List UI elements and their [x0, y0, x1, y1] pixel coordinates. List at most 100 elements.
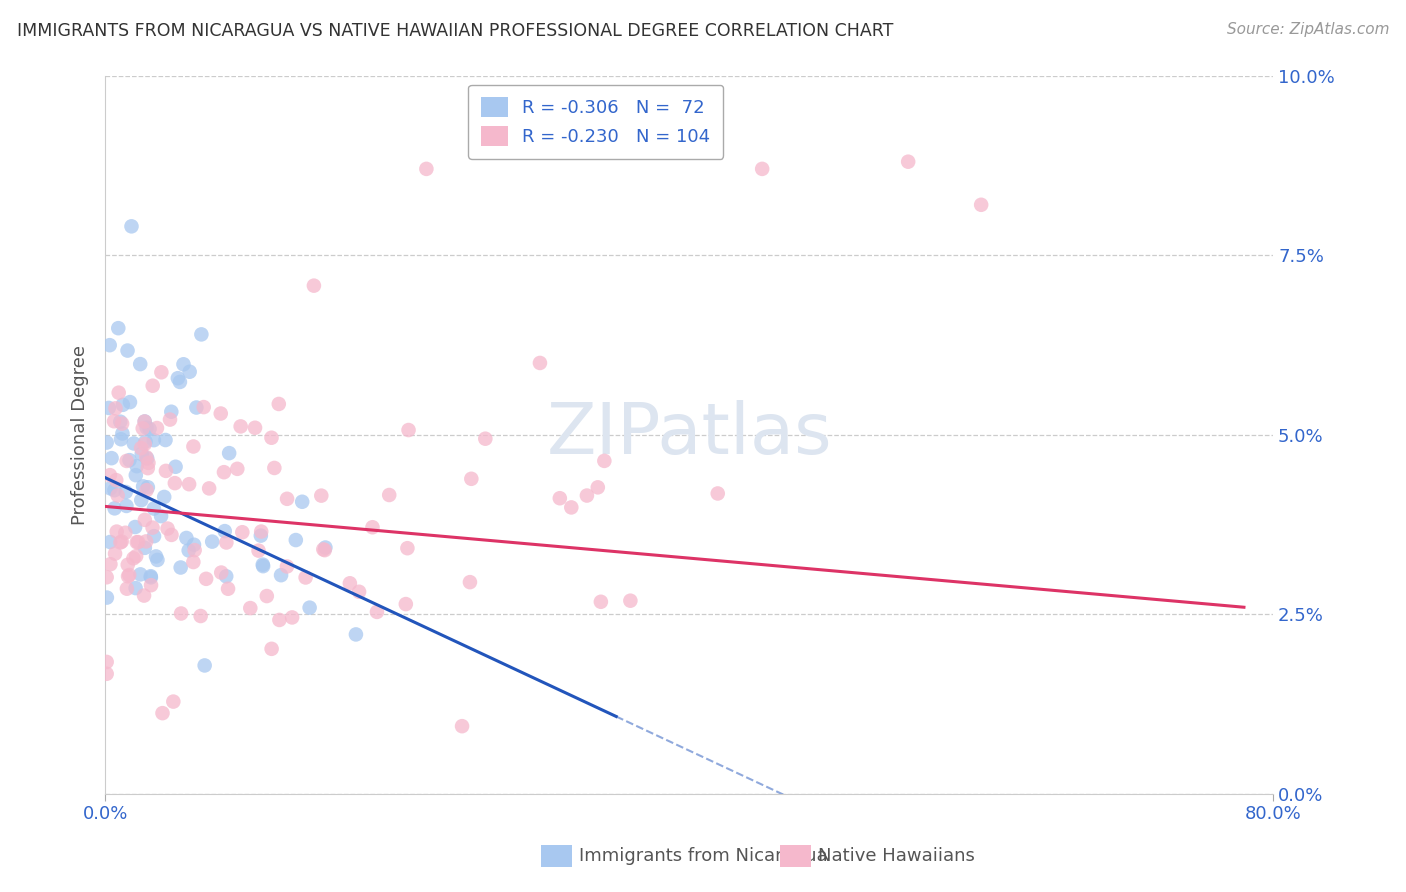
- Point: [269, 613, 291, 627]
- Point: [302, 278, 325, 293]
- Point: [134, 541, 156, 555]
- Point: [96, 666, 118, 681]
- Point: [117, 558, 139, 572]
- Point: [395, 597, 418, 611]
- Point: [560, 500, 582, 515]
- Point: [103, 414, 125, 428]
- Point: [117, 343, 139, 358]
- Point: [267, 397, 290, 411]
- Point: [114, 485, 136, 500]
- Point: [226, 462, 249, 476]
- Text: Native Hawaiians: Native Hawaiians: [818, 847, 976, 865]
- Point: [135, 421, 157, 435]
- Point: [586, 480, 609, 494]
- Point: [190, 609, 212, 624]
- Point: [107, 488, 129, 502]
- Point: [619, 593, 641, 607]
- Point: [256, 589, 278, 603]
- Point: [398, 423, 420, 437]
- Point: [751, 161, 773, 176]
- Point: [117, 569, 139, 583]
- Point: [361, 520, 384, 534]
- Point: [165, 459, 187, 474]
- Point: [135, 483, 157, 497]
- Point: [134, 437, 156, 451]
- Point: [100, 558, 122, 572]
- Point: [146, 421, 169, 435]
- Point: [135, 534, 157, 549]
- Point: [124, 520, 146, 534]
- Point: [263, 461, 285, 475]
- Point: [111, 398, 134, 412]
- Point: [104, 501, 127, 516]
- Point: [115, 582, 138, 596]
- Point: [314, 541, 336, 555]
- Point: [111, 417, 134, 431]
- Point: [111, 534, 134, 549]
- Point: [198, 482, 221, 496]
- Point: [312, 542, 335, 557]
- Text: IMMIGRANTS FROM NICARAGUA VS NATIVE HAWAIIAN PROFESSIONAL DEGREE CORRELATION CHA: IMMIGRANTS FROM NICARAGUA VS NATIVE HAWA…: [17, 22, 893, 40]
- Point: [132, 589, 155, 603]
- Point: [366, 605, 388, 619]
- Point: [142, 521, 165, 535]
- Point: [529, 356, 551, 370]
- Point: [138, 422, 160, 436]
- Point: [100, 451, 122, 466]
- Legend: R = -0.306   N =  72, R = -0.230   N = 104: R = -0.306 N = 72, R = -0.230 N = 104: [468, 85, 723, 159]
- Point: [98, 535, 121, 549]
- Point: [193, 400, 215, 414]
- Point: [156, 522, 179, 536]
- Point: [115, 499, 138, 513]
- Point: [260, 641, 283, 656]
- Point: [396, 541, 419, 556]
- Point: [129, 357, 152, 371]
- Point: [146, 553, 169, 567]
- Point: [706, 486, 728, 500]
- Point: [105, 473, 128, 487]
- Point: [125, 468, 148, 483]
- Point: [160, 528, 183, 542]
- Point: [294, 570, 316, 584]
- Point: [118, 395, 141, 409]
- Point: [143, 529, 166, 543]
- Point: [186, 401, 208, 415]
- Point: [105, 524, 128, 539]
- Point: [270, 568, 292, 582]
- Point: [218, 446, 240, 460]
- Point: [107, 321, 129, 335]
- Point: [153, 490, 176, 504]
- Point: [150, 365, 173, 379]
- Point: [163, 476, 186, 491]
- Point: [194, 658, 217, 673]
- Point: [162, 695, 184, 709]
- Point: [166, 371, 188, 385]
- Point: [135, 450, 157, 464]
- Point: [127, 535, 149, 549]
- Point: [129, 493, 152, 508]
- Point: [136, 461, 159, 475]
- Point: [111, 426, 134, 441]
- Point: [139, 578, 162, 592]
- Point: [134, 513, 156, 527]
- Point: [96, 435, 118, 450]
- Point: [209, 407, 232, 421]
- Point: [378, 488, 401, 502]
- Point: [136, 451, 159, 466]
- Point: [415, 161, 437, 176]
- Point: [252, 558, 274, 572]
- Point: [339, 576, 361, 591]
- Point: [98, 468, 121, 483]
- Point: [172, 357, 194, 371]
- Point: [474, 432, 496, 446]
- Point: [159, 412, 181, 426]
- Point: [451, 719, 474, 733]
- Point: [231, 525, 253, 540]
- Point: [460, 472, 482, 486]
- Point: [150, 509, 173, 524]
- Point: [155, 433, 177, 447]
- Point: [209, 566, 232, 580]
- Point: [97, 401, 120, 415]
- Point: [183, 543, 205, 558]
- Point: [104, 401, 127, 416]
